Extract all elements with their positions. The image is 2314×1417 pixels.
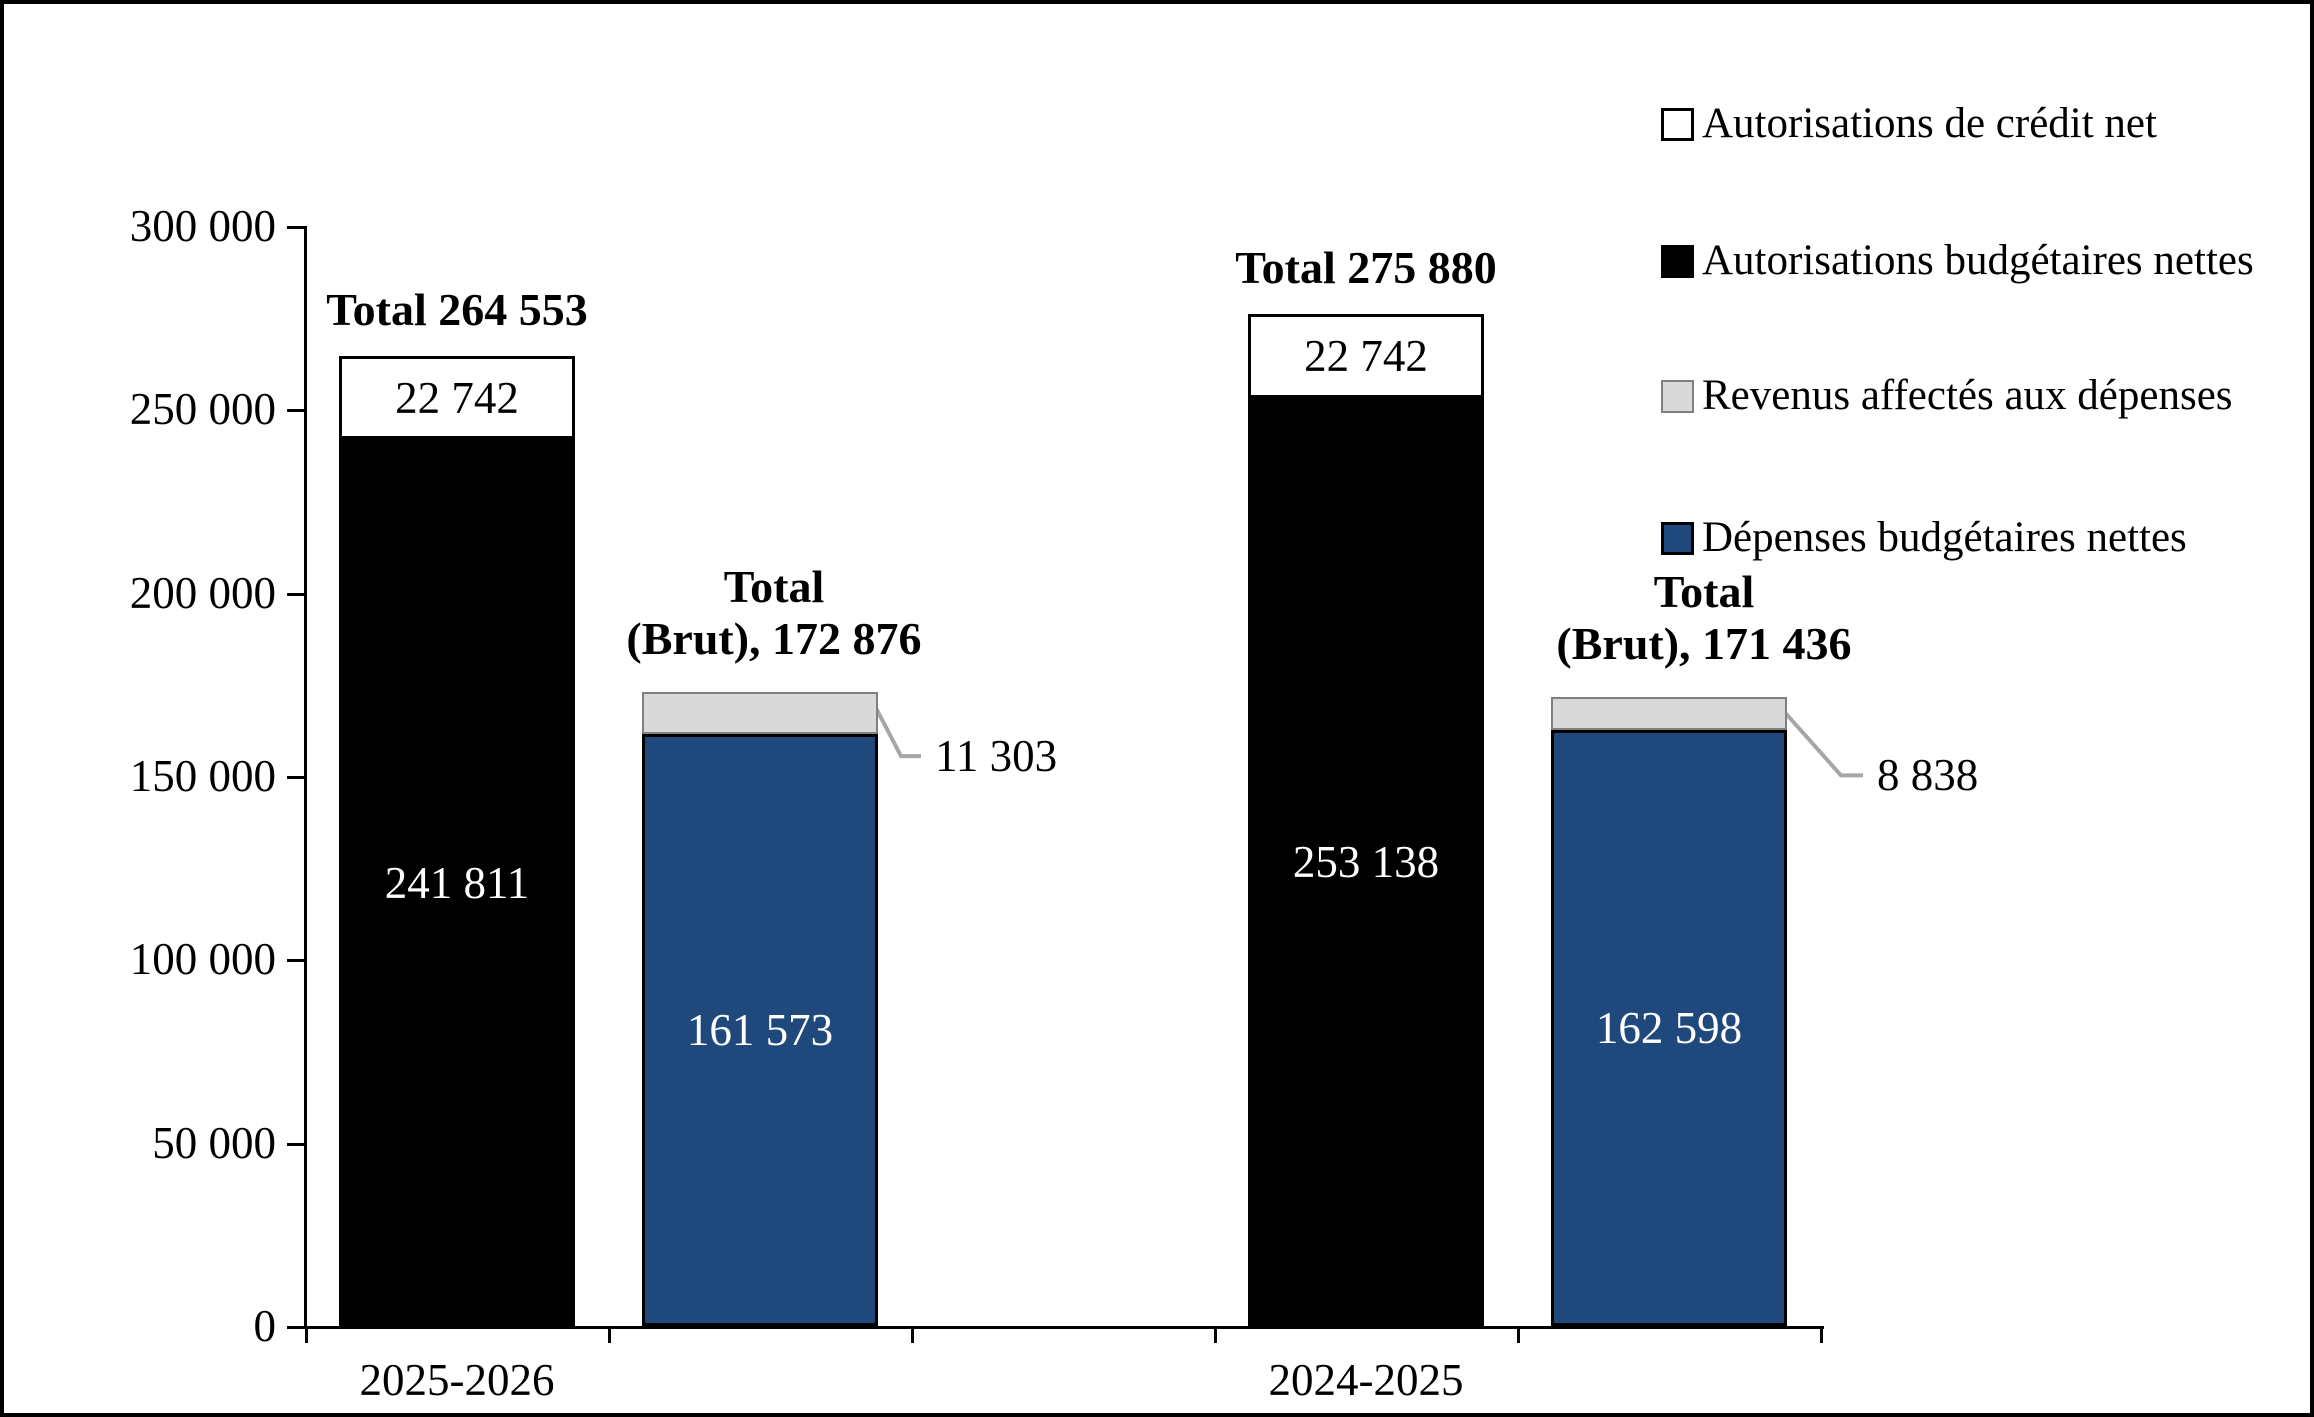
legend-label-depenses: Dépenses budgétaires nettes [1702, 514, 2187, 561]
legend-swatch-credit-net [1661, 107, 1694, 141]
x-axis-tick [305, 1329, 308, 1343]
x-axis-category-label: 2025-2026 [359, 1355, 555, 1405]
y-axis-tick-label: 0 [253, 1301, 277, 1351]
y-axis-tick-label: 50 000 [152, 1117, 276, 1168]
legend-label-budget-net: Autorisations budgétaires nettes [1702, 237, 2254, 284]
callout-leader-line [1782, 710, 1863, 778]
x-axis-category-label: 2024-2025 [1268, 1355, 1464, 1405]
bar-segment-credit-net [1248, 314, 1484, 398]
y-axis-tick-label: 200 000 [129, 567, 276, 618]
bar-value-label: 162 598 [1595, 1002, 1743, 1053]
bar-segment-revenus [642, 692, 878, 734]
x-axis-tick [1214, 1329, 1217, 1343]
legend-item-revenus: Revenus affectés aux dépenses [1661, 366, 2233, 426]
callout-leader-line [873, 705, 921, 759]
y-axis-tick [287, 409, 304, 413]
bar-segment-budget-net [1248, 397, 1484, 1326]
bar-value-label: 253 138 [1292, 836, 1440, 887]
legend-label-credit-net: Autorisations de crédit net [1702, 100, 2157, 147]
legend-item-depenses: Dépenses budgétaires nettes [1661, 508, 2187, 568]
y-axis-tick-label: 250 000 [129, 384, 276, 435]
legend-swatch-revenus [1661, 379, 1694, 413]
legend-swatch-budget-net [1661, 244, 1694, 278]
y-axis-tick-label: 100 000 [129, 934, 276, 985]
callout-value-label: 8 838 [1877, 750, 1979, 801]
y-axis-tick-label: 150 000 [129, 751, 276, 801]
bar-total-label: Total 275 880 [1235, 242, 1497, 294]
bar-value-label: 161 573 [686, 1004, 834, 1055]
bar-value-label: 22 742 [395, 372, 519, 423]
legend-swatch-depenses [1661, 521, 1694, 555]
y-axis-tick [287, 776, 304, 779]
legend-label-revenus: Revenus affectés aux dépenses [1702, 372, 2233, 419]
x-axis-tick [1517, 1329, 1520, 1343]
x-axis-line [304, 1326, 1824, 1329]
bar-total-label: Total 264 553 [326, 283, 588, 335]
bar-segment-depenses [1551, 729, 1787, 1326]
legend-item-credit-net: Autorisations de crédit net [1661, 94, 2157, 154]
bar-total-label: Total (Brut), 172 876 [626, 561, 922, 665]
legend-item-budget-net: Autorisations budgétaires nettes [1661, 231, 2254, 291]
callout-value-label: 11 303 [935, 731, 1058, 782]
y-axis-tick [287, 226, 304, 229]
bar-segment-depenses [642, 733, 878, 1326]
y-axis-tick [287, 959, 304, 963]
x-axis-tick [608, 1329, 611, 1343]
bar-segment-credit-net [339, 355, 575, 440]
y-axis-tick [287, 592, 304, 596]
bar-value-label: 22 742 [1304, 331, 1428, 382]
x-axis-tick [911, 1329, 914, 1343]
bar-value-label: 241 811 [384, 857, 530, 908]
y-axis-line [304, 226, 307, 1329]
bar-segment-revenus [1551, 697, 1787, 730]
y-axis-tick [287, 1326, 304, 1329]
y-axis-tick [287, 1142, 304, 1146]
bar-total-label: Total (Brut), 171 436 [1556, 566, 1852, 670]
bar-segment-budget-net [339, 439, 575, 1326]
x-axis-tick [1820, 1329, 1823, 1343]
y-axis-tick-label: 300 000 [129, 201, 276, 251]
